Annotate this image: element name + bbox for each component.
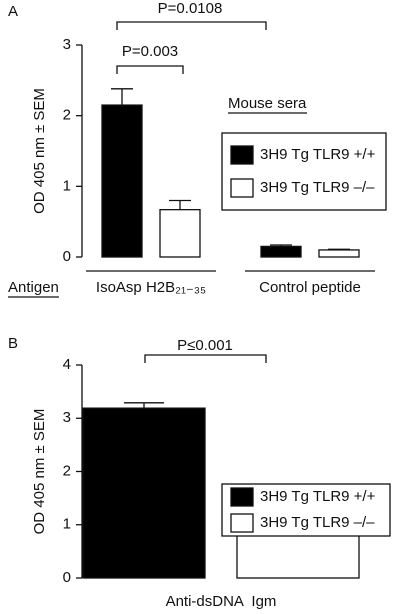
x-tick-label: Anti-dsDNA Igm xyxy=(166,593,277,610)
y-tick-label: 0 xyxy=(63,569,71,586)
significance-label: P≤0.001 xyxy=(177,337,233,354)
y-tick-label: 3 xyxy=(63,409,71,426)
significance-bracket xyxy=(144,354,267,363)
significance-bracket xyxy=(116,21,267,30)
y-tick-label: 4 xyxy=(63,356,71,373)
bar xyxy=(159,209,201,258)
y-tick-label: 0 xyxy=(63,248,71,265)
panel-label: A xyxy=(8,3,18,20)
legend-swatch xyxy=(230,178,254,198)
legend-label: 3H9 Tg TLR9 +/+ xyxy=(260,146,376,163)
legend-swatch xyxy=(230,513,254,533)
panel-label: B xyxy=(8,335,18,352)
significance-label: P=0.0108 xyxy=(158,0,223,17)
y-tick-label: 1 xyxy=(63,516,71,533)
y-tick-label: 1 xyxy=(63,177,71,194)
legend-label: 3H9 Tg TLR9 –/– xyxy=(260,514,375,531)
y-tick-label: 2 xyxy=(63,462,71,479)
significance-bracket xyxy=(116,65,184,74)
bar xyxy=(82,407,206,579)
y-tick-label: 2 xyxy=(63,107,71,124)
bar xyxy=(101,104,143,258)
legend-swatch xyxy=(230,145,254,165)
bar xyxy=(318,249,360,258)
bar xyxy=(260,245,302,258)
x-tick-label: IsoAsp H2B₂₁₋₃₅ xyxy=(96,279,206,296)
y-axis-label: OD 405 nm ± SEM xyxy=(31,88,48,214)
legend-title: Mouse sera xyxy=(228,95,307,112)
x-tick-label: Control peptide xyxy=(259,279,361,296)
x-axis-label: Antigen xyxy=(8,279,59,296)
legend-label: 3H9 Tg TLR9 –/– xyxy=(260,179,375,196)
legend-label: 3H9 Tg TLR9 +/+ xyxy=(260,488,376,505)
y-axis-label: OD 405 nm ± SEM xyxy=(31,409,48,535)
legend-swatch xyxy=(230,487,254,507)
legend-box xyxy=(221,132,387,211)
significance-label: P=0.003 xyxy=(122,43,178,60)
y-tick-label: 3 xyxy=(63,36,71,53)
